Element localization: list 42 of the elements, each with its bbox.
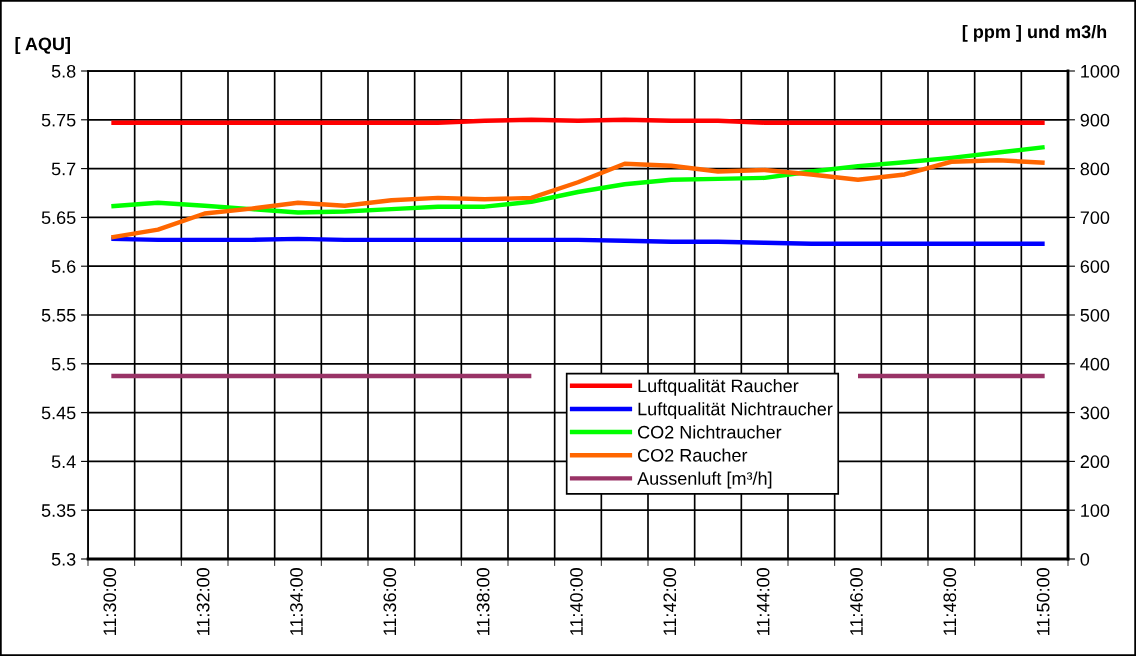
y-axis-title: [ AQU]	[15, 37, 70, 54]
y-tick-label: 5.35	[41, 504, 76, 517]
x-tick-label: 11:40:00	[570, 568, 583, 635]
x-tick-label: 11:48:00	[943, 568, 957, 635]
y2-tick-label: 400	[1080, 357, 1110, 371]
legend-label: Luftqualität Raucher	[638, 379, 799, 396]
y2-tick-label: 200	[1080, 455, 1110, 469]
x-tick-label: 11:32:00	[196, 568, 210, 635]
y-tick-label: 5.5	[51, 357, 76, 371]
y2-axis-title: [ ppm ] und m3/h	[962, 24, 1107, 42]
y2-tick-label: 500	[1080, 308, 1110, 322]
y-tick-label: 5.55	[41, 309, 76, 322]
y2-tick-label: 0	[1080, 552, 1090, 566]
y2-tick-label: 1000	[1081, 64, 1120, 78]
legend-label: Aussenluft [m³/h]	[637, 471, 772, 489]
line-series	[109, 158, 1047, 240]
y-tick-label: 5.6	[51, 260, 76, 273]
line-series	[109, 144, 1047, 215]
y2-tick-label: 100	[1081, 504, 1110, 517]
y-tick-label: 5.75	[41, 113, 76, 127]
y2-tick-label: 800	[1080, 162, 1110, 176]
x-tick-label: 11:36:00	[383, 568, 397, 635]
y2-tick-label: 300	[1080, 406, 1110, 420]
x-tick-label: 11:38:00	[476, 568, 490, 635]
x-tick-label: 11:46:00	[850, 568, 863, 635]
y-tick-label: 5.3	[51, 552, 76, 566]
y-tick-label: 5.7	[51, 162, 76, 176]
y-tick-label: 5.4	[51, 455, 76, 469]
y-tick-label: 5.65	[41, 211, 76, 225]
x-tick-label: 11:44:00	[756, 568, 770, 635]
legend-label: Luftqualität Nichtraucher	[638, 402, 833, 419]
y2-tick-label: 900	[1080, 113, 1110, 127]
y2-tick-label: 600	[1080, 260, 1110, 273]
x-tick-label: 11:42:00	[663, 568, 677, 635]
y-tick-label: 5.8	[51, 64, 76, 78]
x-tick-label: 11:34:00	[290, 568, 303, 635]
legend-label: CO2 Nichtraucher	[638, 425, 782, 439]
y2-tick-label: 700	[1080, 211, 1110, 225]
legend-label: CO2 Raucher	[638, 448, 748, 462]
x-tick-label: 11:50:00	[1036, 568, 1050, 635]
y-tick-label: 5.45	[41, 406, 76, 420]
x-tick-label: 11:30:00	[103, 568, 117, 635]
